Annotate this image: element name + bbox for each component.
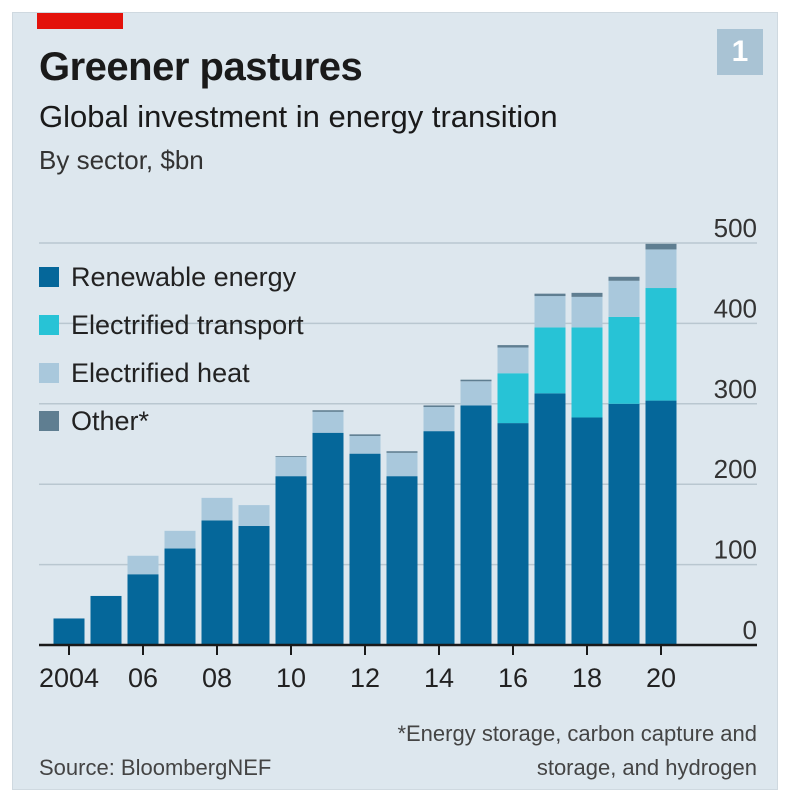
chart-number-badge: 1 xyxy=(717,29,763,75)
legend-swatch-electrified-heat xyxy=(39,363,59,383)
bar-segment xyxy=(164,548,196,645)
bar-segment xyxy=(571,327,603,418)
bar-segment xyxy=(571,292,603,297)
bar-segment xyxy=(127,555,159,575)
y-tick-label: 500 xyxy=(714,213,757,243)
bar-segment xyxy=(127,574,159,645)
bar-segment xyxy=(423,405,455,408)
bar-segment xyxy=(275,456,307,457)
bar-segment xyxy=(460,405,492,645)
bar-segment xyxy=(497,347,529,374)
legend-swatch-other xyxy=(39,411,59,431)
bar-segment xyxy=(90,595,122,645)
source-note: Source: BloombergNEF xyxy=(39,755,272,780)
x-tick-label: 2004 xyxy=(39,663,99,693)
legend-item-electrified-heat: Electrified heat xyxy=(39,349,304,397)
bar-segment xyxy=(386,476,418,645)
bar-segment xyxy=(645,249,677,289)
legend-item-renewable-energy: Renewable energy xyxy=(39,253,304,301)
y-tick-label: 300 xyxy=(714,374,757,404)
bar-segment xyxy=(201,497,233,521)
legend-label: Electrified transport xyxy=(71,309,304,340)
bar-segment xyxy=(645,243,677,250)
bar-segment xyxy=(349,453,381,645)
bar-segment xyxy=(645,288,677,401)
x-tick-label: 20 xyxy=(646,663,676,693)
x-tick-label: 16 xyxy=(498,663,528,693)
chart-unit-label: By sector, $bn xyxy=(39,145,204,175)
legend-swatch-electrified-transport xyxy=(39,315,59,335)
bar-segment xyxy=(312,411,344,433)
y-tick-label: 0 xyxy=(743,615,757,645)
y-tick-label: 100 xyxy=(714,535,757,565)
y-tick-label: 200 xyxy=(714,454,757,484)
x-tick-label: 18 xyxy=(572,663,602,693)
stacked-bar-chart: 0 100 200 300 400 500 2004 06 08 10 12 14 16 18 20 xyxy=(39,213,757,693)
legend-label: Renewable energy xyxy=(71,261,297,292)
bar-segment xyxy=(497,345,529,348)
legend-label: Electrified heat xyxy=(71,357,250,388)
bar-segment xyxy=(645,400,677,645)
chart-title: Greener pastures xyxy=(39,45,363,89)
bar-segment xyxy=(460,379,492,382)
bar-segment xyxy=(608,276,640,281)
bar-segment xyxy=(460,381,492,406)
bar-segment xyxy=(349,435,381,454)
bar-segment xyxy=(423,431,455,645)
bar-segment xyxy=(608,316,640,404)
bar-segment xyxy=(534,327,566,394)
legend-swatch-renewable-energy xyxy=(39,267,59,287)
legend-item-electrified-transport: Electrified transport xyxy=(39,301,304,349)
legend-label: Other* xyxy=(71,405,150,436)
y-tick-label: 400 xyxy=(714,293,757,323)
bar-segment xyxy=(238,526,270,645)
chart-subtitle: Global investment in energy transition xyxy=(39,99,558,134)
bar-segment xyxy=(497,423,529,645)
bar-segment xyxy=(238,505,270,527)
bar-segment xyxy=(201,520,233,645)
bar-segment xyxy=(423,407,455,432)
bar-segment xyxy=(534,293,566,297)
chart-legend: Renewable energy Electrified transport E… xyxy=(39,253,304,445)
x-tick-label: 14 xyxy=(424,663,454,693)
bar-segment xyxy=(386,451,418,453)
x-tick-label: 10 xyxy=(276,663,306,693)
bar-segment xyxy=(312,410,344,412)
footnote: *Energy storage, carbon capture and stor… xyxy=(397,721,757,780)
bar-segment xyxy=(534,296,566,328)
chart-card: 1 Greener pastures Global investment in … xyxy=(12,12,778,790)
brand-red-tab xyxy=(37,13,123,29)
bar-segment xyxy=(608,403,640,645)
x-tick-label: 08 xyxy=(202,663,232,693)
bar-segment xyxy=(312,432,344,645)
x-tick-label: 06 xyxy=(128,663,158,693)
bar-segment xyxy=(571,417,603,645)
bar-segment xyxy=(571,296,603,328)
bar-segment xyxy=(164,530,196,549)
bar-segment xyxy=(275,456,307,477)
legend-item-other: Other* xyxy=(39,397,304,445)
bar-segment xyxy=(53,618,85,645)
bar-segment xyxy=(497,373,529,424)
bar-segment xyxy=(386,452,418,477)
bar-segment xyxy=(608,280,640,317)
x-tick-label: 12 xyxy=(350,663,380,693)
bar-segment xyxy=(349,434,381,436)
bar-segment xyxy=(534,393,566,645)
bar-segment xyxy=(275,476,307,645)
